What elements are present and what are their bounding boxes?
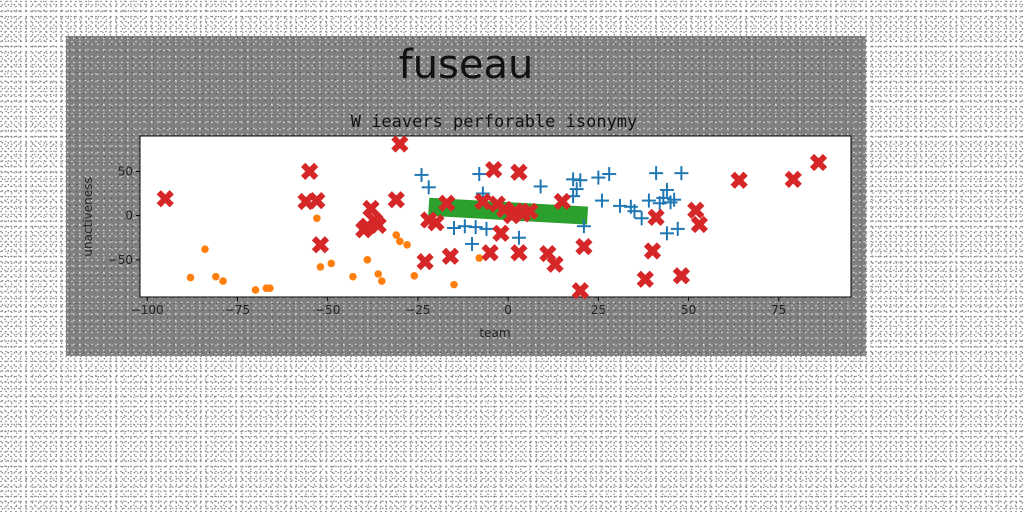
- dot-point: [212, 273, 220, 281]
- x-tick-label: −100: [131, 303, 164, 317]
- chart-title: W ieavers perforable isonymy: [351, 112, 638, 132]
- dot-point: [475, 254, 483, 262]
- figure-panel: fuseau W ieavers perforable isonymy −100…: [66, 36, 866, 356]
- scatter-chart: fuseau W ieavers perforable isonymy −100…: [66, 36, 866, 356]
- dot-point: [313, 214, 321, 222]
- x-tick-label: 25: [591, 303, 606, 317]
- y-tick-label: 50: [118, 164, 133, 178]
- x-tick-label: 0: [504, 303, 512, 317]
- dot-point: [349, 273, 357, 281]
- figure-suptitle: fuseau: [399, 42, 534, 88]
- dot-point: [317, 263, 325, 271]
- y-tick-label: −50: [108, 253, 133, 267]
- x-tick-label: 50: [681, 303, 696, 317]
- dot-point: [378, 277, 386, 285]
- x-tick-label: −50: [315, 303, 340, 317]
- x-axis-label: team: [479, 326, 510, 340]
- dot-point: [201, 245, 209, 253]
- x-tick-label: −75: [225, 303, 250, 317]
- dot-point: [187, 274, 195, 282]
- dot-point: [374, 270, 382, 278]
- dot-point: [364, 256, 372, 264]
- dot-point: [410, 272, 418, 280]
- x-tick-label: 75: [771, 303, 786, 317]
- y-axis-label: unactiveness: [81, 177, 95, 256]
- dot-point: [396, 237, 404, 245]
- dot-point: [252, 286, 260, 294]
- dot-point: [403, 241, 411, 249]
- y-tick-label: 0: [125, 209, 133, 223]
- dot-point: [450, 281, 458, 289]
- x-tick-label: −25: [405, 303, 430, 317]
- dot-point: [219, 277, 227, 285]
- dot-point: [327, 260, 335, 268]
- dot-point: [266, 284, 274, 292]
